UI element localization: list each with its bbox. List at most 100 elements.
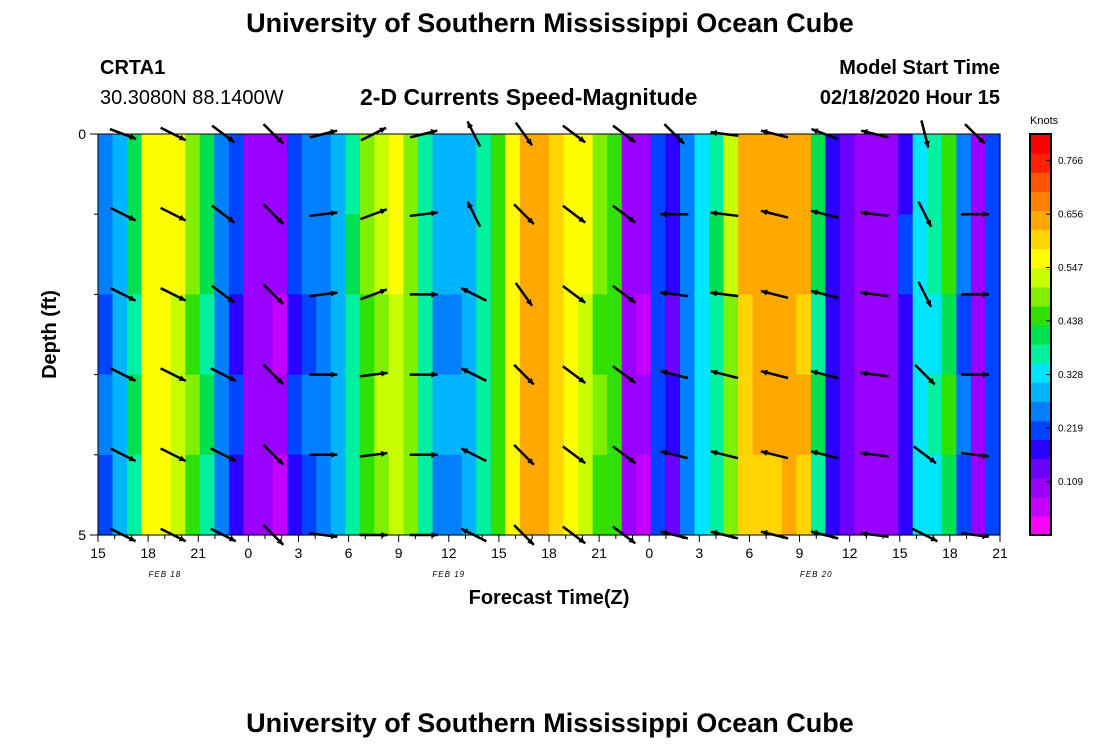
arrow-head [760, 449, 768, 456]
arrow-head [578, 216, 586, 223]
heatmap-cell [854, 214, 870, 295]
arrow-head [660, 369, 668, 376]
heatmap-cell [607, 454, 623, 536]
heatmap-cell [912, 134, 928, 215]
heatmap-cell [549, 214, 565, 295]
heatmap-cell [549, 134, 565, 215]
heatmap-cell [287, 374, 303, 456]
heatmap-cell [287, 214, 303, 295]
heatmap-cell [883, 134, 899, 215]
arrow-head [467, 201, 474, 209]
heatmap-cell [985, 454, 1001, 536]
heatmap-cell [869, 214, 885, 295]
heatmap-cell [621, 374, 637, 456]
chart-title: 2-D Currents Speed-Magnitude [360, 84, 698, 110]
heatmap-cell [738, 134, 754, 215]
current-vector-arrow [262, 283, 285, 306]
current-vector-arrow [760, 289, 789, 300]
heatmap-cell [927, 454, 943, 536]
arrow-head [811, 530, 818, 537]
heatmap-cell [839, 294, 856, 376]
y-axis-label: Depth (ft) [39, 290, 61, 379]
heatmap-cell [927, 134, 943, 215]
arrow-head [178, 295, 186, 301]
heatmap-cell [970, 374, 987, 456]
current-vector-arrow [710, 290, 739, 298]
arrow-head [331, 451, 338, 458]
current-vector-arrow [460, 447, 487, 463]
current-vector-arrow [917, 201, 933, 228]
arrow-head [861, 129, 868, 136]
current-vector-arrow [262, 444, 285, 466]
heatmap-cell [330, 214, 346, 295]
heatmap-cell [403, 454, 419, 536]
arrow-head [660, 530, 668, 537]
colorbar-swatch [1030, 229, 1051, 250]
heatmap-cell [679, 134, 696, 215]
arrow-head [380, 370, 388, 377]
heatmap-cell [970, 294, 987, 376]
current-vector-arrow [760, 449, 789, 460]
heatmap-cell [839, 454, 856, 536]
heatmap-cell [898, 134, 914, 215]
current-vector-arrow [920, 120, 930, 148]
colorbar-frame [1029, 133, 1052, 536]
heatmap-cell [476, 214, 492, 295]
heatmap-cell [418, 374, 434, 456]
arrow-head [760, 369, 768, 376]
colorbar-swatch [1030, 515, 1051, 536]
heatmap-cell [359, 214, 376, 295]
heatmap-cell [476, 454, 492, 536]
arrow-head [527, 538, 534, 545]
heatmap-cell [505, 374, 521, 456]
heatmap-cell [694, 294, 710, 376]
heatmap-cell [607, 374, 623, 456]
current-vector-arrow [562, 204, 587, 224]
current-vector-arrow [409, 129, 438, 139]
current-vector-arrow [262, 363, 285, 386]
heatmap-cell [927, 374, 943, 456]
current-vector-arrow [513, 524, 535, 546]
colorbar-tick-label: 0.438 [1058, 316, 1083, 327]
heatmap-cell [883, 214, 899, 295]
heatmap-cell [869, 294, 885, 376]
heatmap-cell [883, 294, 899, 376]
colorbar-swatch [1030, 191, 1051, 211]
heatmap-cell [679, 294, 696, 376]
arrow-head [923, 140, 930, 148]
current-vector-arrow [911, 527, 938, 543]
heatmap-cell [447, 454, 463, 536]
heatmap-cell [112, 134, 128, 215]
station-id: CRTA1 [100, 57, 166, 79]
heatmap-cell [127, 294, 143, 376]
colorbar-swatch [1030, 401, 1051, 422]
current-vector-arrow [710, 369, 739, 380]
heatmap-cell [345, 454, 361, 536]
heatmap-cell [650, 134, 666, 215]
heatmap-cell [592, 294, 608, 376]
heatmap-cell [156, 294, 172, 376]
arrow-head [760, 530, 768, 537]
x-tick-label: 6 [746, 545, 754, 561]
arrow-head [461, 528, 469, 535]
heatmap-cell [199, 374, 215, 456]
current-vector-arrow [914, 363, 936, 386]
heatmap-cell [956, 374, 972, 456]
heatmap-cell [578, 134, 594, 215]
current-vector-arrow [160, 367, 187, 382]
heatmap-cell [388, 374, 405, 456]
heatmap-cell [825, 214, 841, 295]
current-vector-arrow [860, 531, 889, 538]
colorbar-swatch [1030, 324, 1051, 345]
colorbar-swatch [1030, 458, 1051, 479]
heatmap-cell [418, 454, 434, 536]
heatmap-cell [738, 374, 754, 456]
arrow-head [628, 456, 636, 464]
current-vector-arrow [466, 120, 482, 148]
arrow-head [276, 458, 284, 465]
colorbar-swatch [1030, 477, 1051, 498]
heatmap-cell [345, 134, 361, 215]
heatmap-cell [956, 294, 972, 376]
heatmap-cell [156, 134, 172, 215]
arrow-head [330, 290, 338, 297]
